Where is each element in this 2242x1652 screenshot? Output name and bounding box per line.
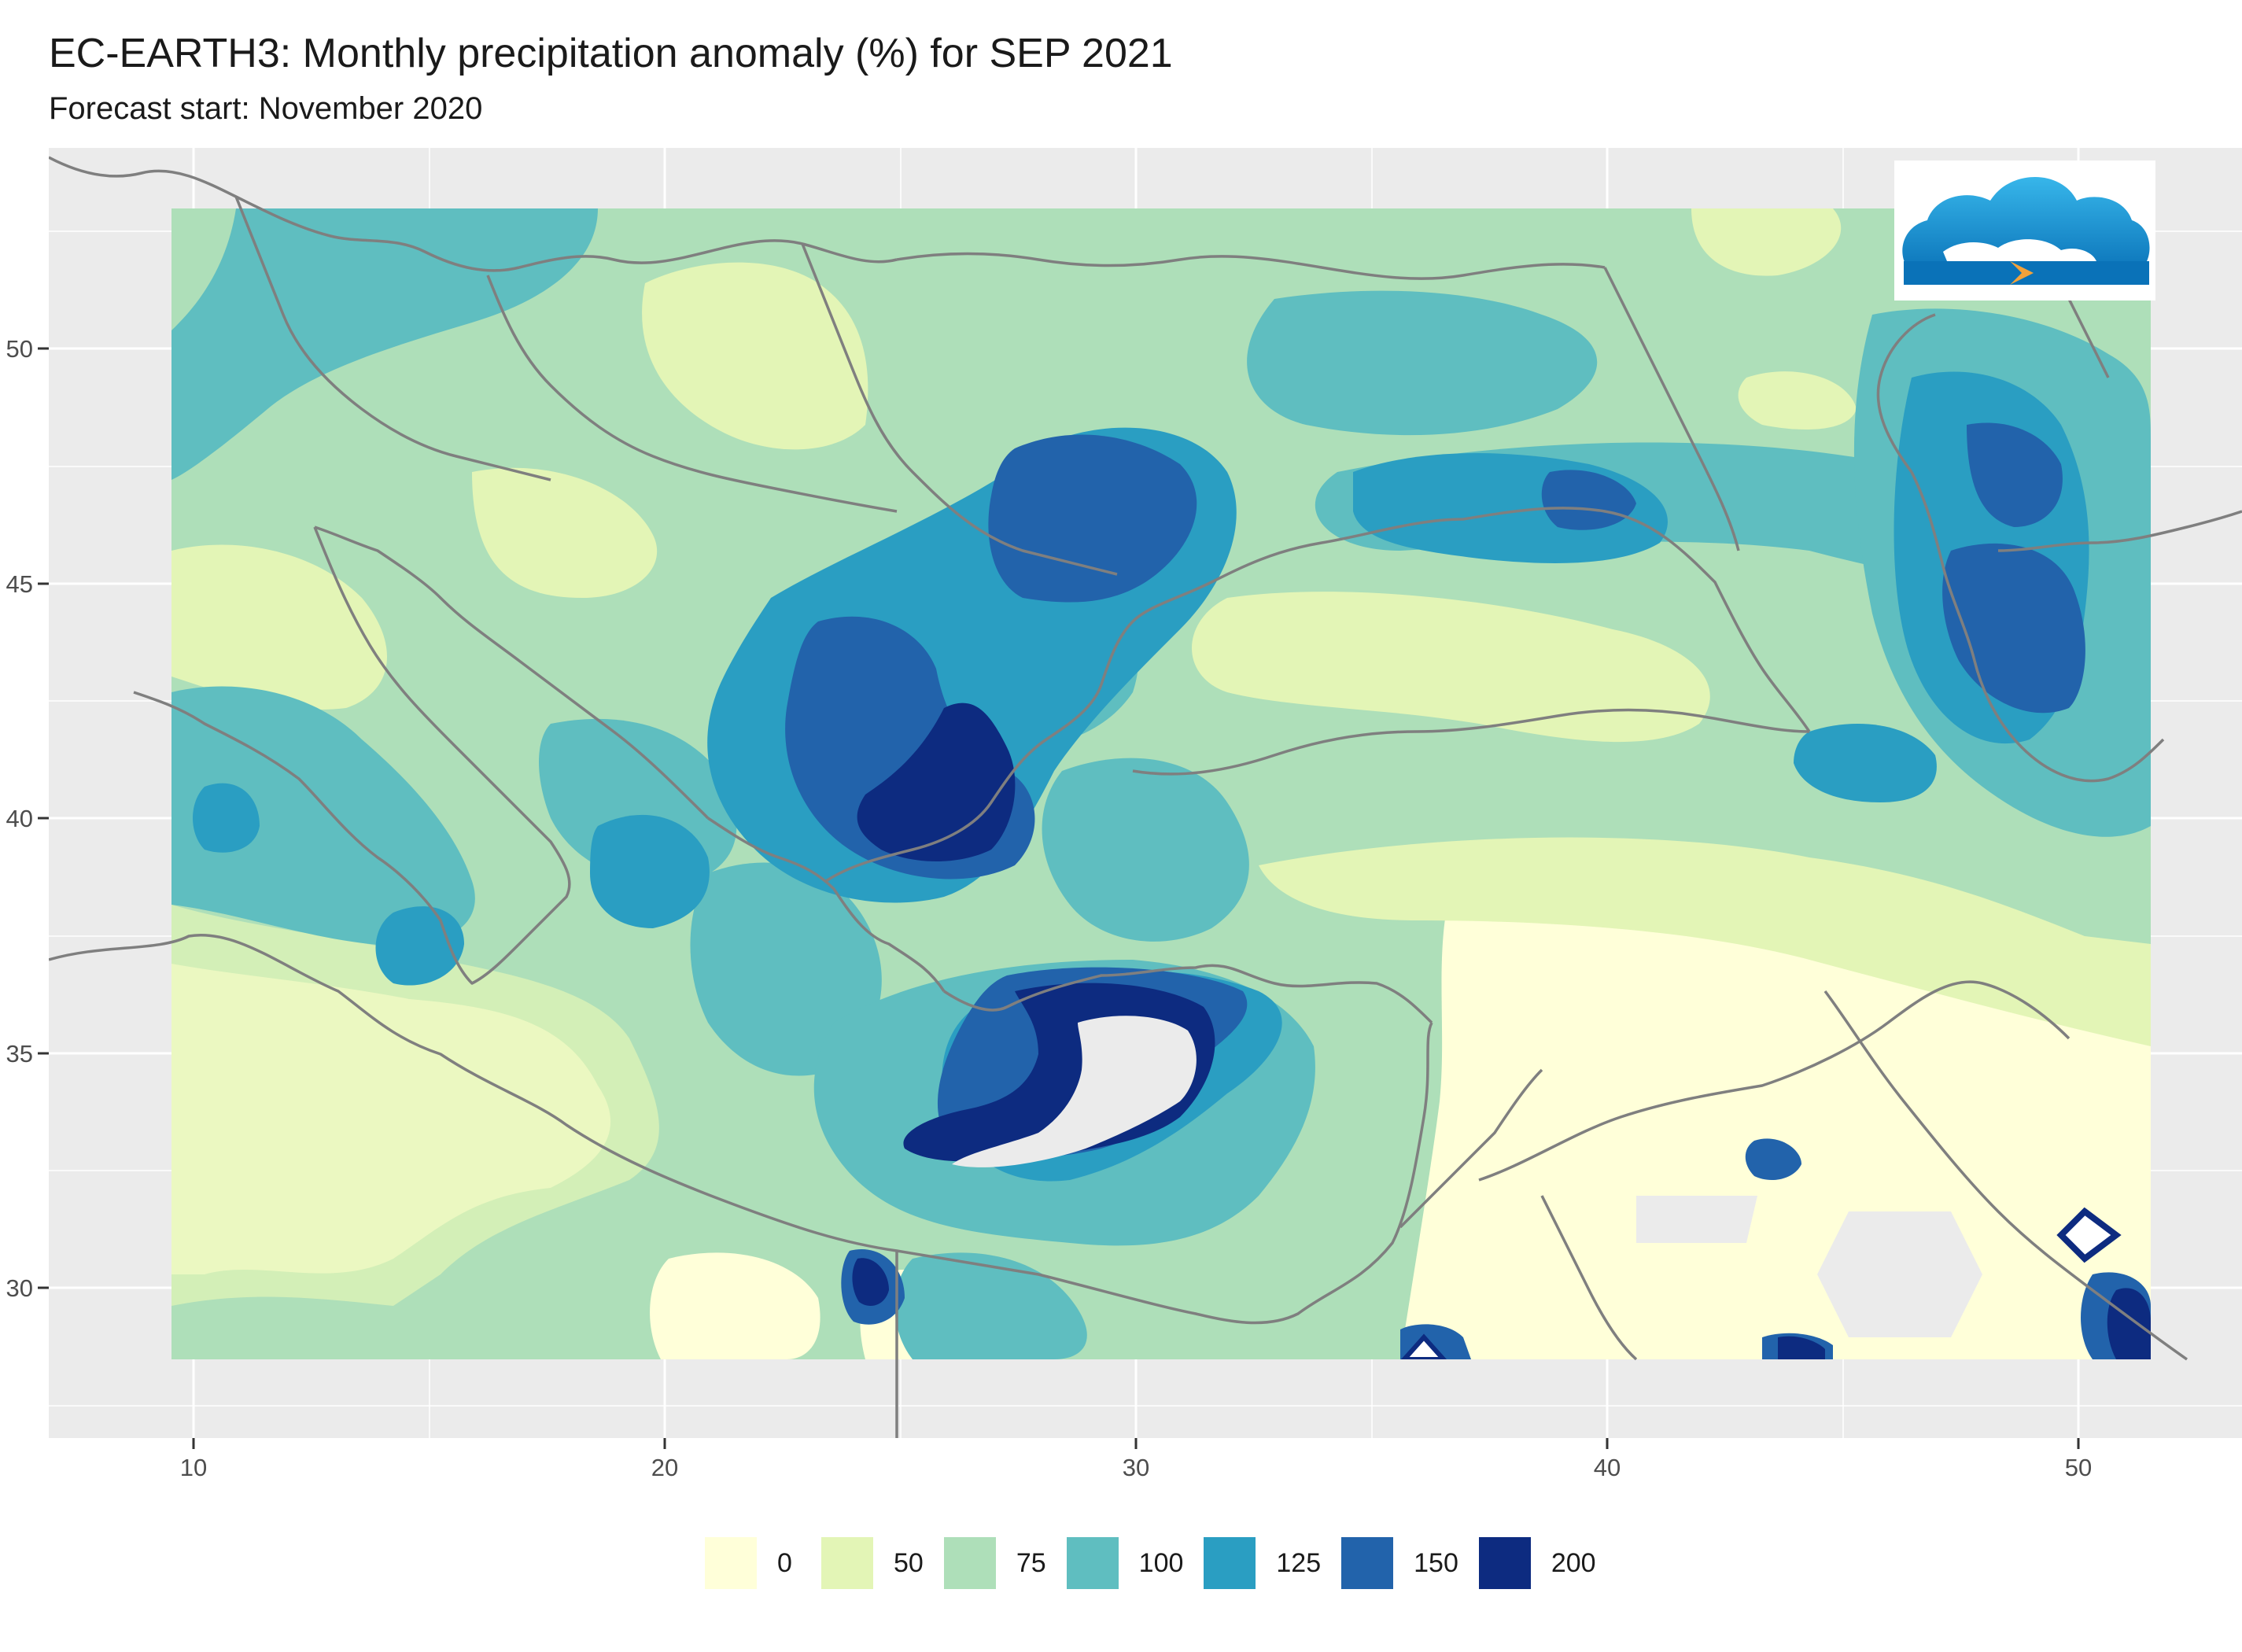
legend-label: 100	[1138, 1547, 1184, 1578]
legend-swatch	[821, 1537, 873, 1589]
x-tick-label: 10	[180, 1454, 207, 1481]
legend-swatch	[1204, 1537, 1256, 1589]
legend-swatch	[1066, 1537, 1119, 1589]
y-tick-label: 35	[6, 1040, 33, 1068]
coastlines	[49, 156, 2242, 1438]
y-axis: 50 45 40 35 30	[6, 335, 33, 1302]
legend-swatch	[705, 1537, 757, 1589]
x-tick-label: 20	[651, 1454, 678, 1481]
legend-item: 75	[943, 1537, 1046, 1589]
legend-item: 50	[821, 1537, 924, 1589]
legend-item: 150	[1341, 1537, 1458, 1589]
legend-label: 150	[1414, 1547, 1458, 1578]
legend-swatch	[943, 1537, 996, 1589]
legend: 0 50 75 100 125 150 200	[705, 1537, 1617, 1589]
cloud-logo-icon	[1894, 160, 2155, 301]
legend-label: 200	[1551, 1547, 1596, 1578]
axis-ticks	[38, 347, 2080, 1449]
y-tick-label: 45	[6, 570, 33, 598]
x-axis: 10 20 30 40 50	[180, 1454, 2092, 1481]
legend-label: 0	[777, 1547, 792, 1578]
y-tick-label: 30	[6, 1274, 33, 1302]
x-tick-label: 40	[1594, 1454, 1621, 1481]
legend-item: 125	[1204, 1537, 1321, 1589]
map-title: EC-EARTH3: Monthly precipitation anomaly…	[49, 31, 1173, 76]
y-tick-label: 40	[6, 805, 33, 832]
legend-item: 0	[705, 1537, 801, 1589]
legend-label: 125	[1276, 1547, 1322, 1578]
legend-label: 50	[894, 1547, 924, 1578]
legend-swatch	[1478, 1537, 1531, 1589]
legend-item: 100	[1066, 1537, 1184, 1589]
precipitation-contours	[171, 208, 2151, 1359]
y-tick-label: 50	[6, 335, 33, 363]
map-subtitle: Forecast start: November 2020	[49, 91, 483, 126]
legend-item: 200	[1478, 1537, 1596, 1589]
x-tick-label: 50	[2065, 1454, 2092, 1481]
legend-swatch	[1341, 1537, 1394, 1589]
legend-label: 75	[1016, 1547, 1046, 1578]
x-tick-label: 30	[1123, 1454, 1149, 1481]
